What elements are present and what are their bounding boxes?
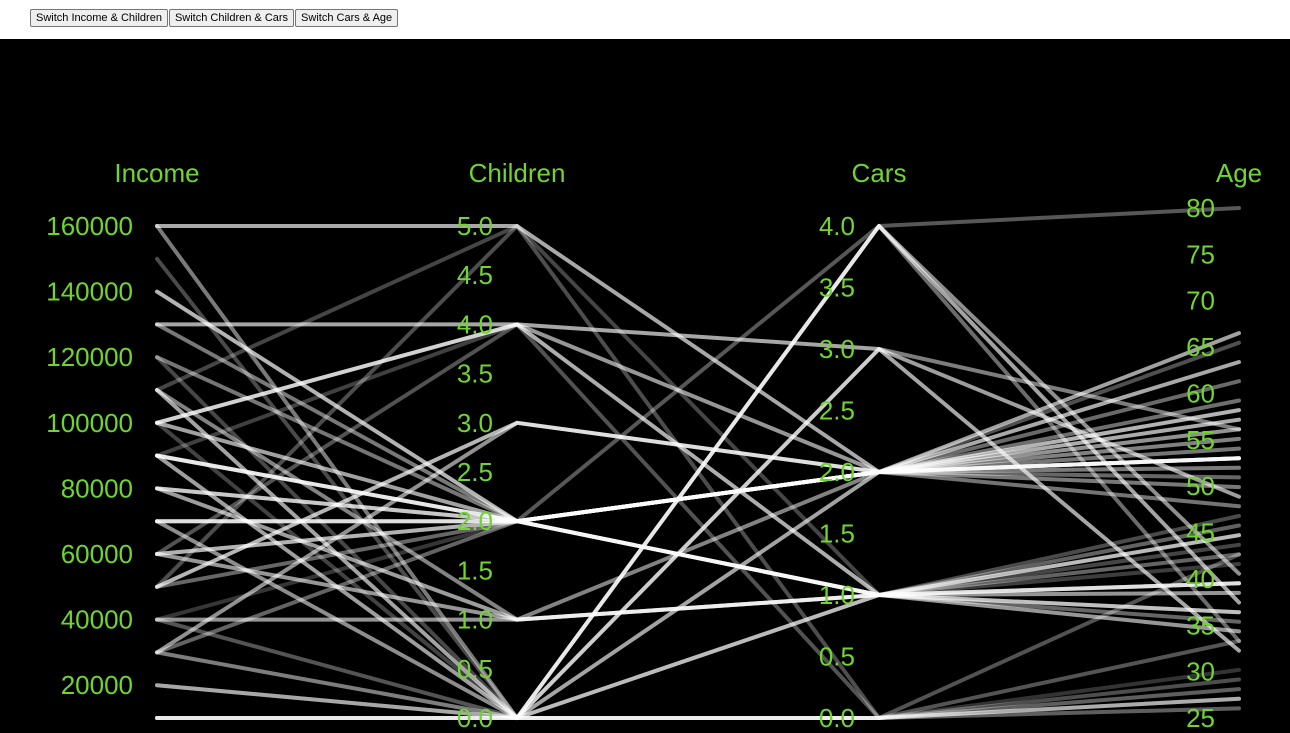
record-line <box>155 224 1241 474</box>
record-line <box>155 224 1241 720</box>
switch-income-children-button[interactable]: Switch Income & Children <box>30 9 168 27</box>
tick-label-cars: 3.5 <box>819 273 855 303</box>
tick-label-income: 40000 <box>61 605 133 635</box>
tick-label-age: 35 <box>1186 610 1215 640</box>
tick-label-children: 4.5 <box>457 260 493 290</box>
tick-label-cars: 1.0 <box>819 580 855 610</box>
chart-svg: Income 20000 40000 60000 80000 100000 120000 14… <box>46 158 1262 733</box>
record-line <box>155 322 1241 653</box>
tick-label-children: 3.0 <box>457 408 493 438</box>
tick-label-age: 70 <box>1186 286 1215 316</box>
axis-swap-toolbar: Switch Income & Children Switch Children… <box>30 9 399 27</box>
record-line <box>155 519 1241 720</box>
record-line <box>155 224 1241 720</box>
record-line <box>155 523 1241 720</box>
record-line <box>155 256 1241 720</box>
record-lines <box>155 206 1241 720</box>
axes: Income 20000 40000 60000 80000 100000 120000 14… <box>46 158 1262 733</box>
tick-label-age: 50 <box>1186 471 1215 501</box>
record-line <box>155 420 1241 720</box>
record-line <box>155 453 1241 597</box>
switch-cars-age-button[interactable]: Switch Cars & Age <box>295 9 399 27</box>
tick-label-children: 1.5 <box>457 555 493 585</box>
record-line <box>155 347 1241 720</box>
tick-label-income: 20000 <box>61 670 133 700</box>
tick-label-children: 4.0 <box>457 309 493 339</box>
record-line <box>155 347 1241 720</box>
tick-label-age: 30 <box>1186 657 1215 687</box>
record-line <box>155 340 1241 720</box>
tick-label-children: 3.5 <box>457 359 493 389</box>
axis-title-income: Income <box>114 158 199 188</box>
record-line <box>155 224 1241 597</box>
parallel-coordinates-chart: Income 20000 40000 60000 80000 100000 120000 14… <box>0 39 1290 733</box>
tick-label-children: 1.0 <box>457 605 493 635</box>
record-line <box>155 224 1241 720</box>
record-line <box>155 667 1241 720</box>
tick-label-age: 60 <box>1186 378 1215 408</box>
tick-label-cars: 3.0 <box>819 334 855 364</box>
tick-label-age: 80 <box>1186 193 1215 223</box>
tick-label-children: 2.5 <box>457 457 493 487</box>
tick-label-cars: 4.0 <box>819 211 855 241</box>
tick-label-income: 100000 <box>46 408 133 438</box>
tick-label-income: 160000 <box>46 211 133 241</box>
record-line <box>155 322 1241 615</box>
tick-label-cars: 0.5 <box>819 642 855 672</box>
tick-label-age: 65 <box>1186 332 1215 362</box>
tick-label-age: 75 <box>1186 239 1215 269</box>
record-line <box>155 206 1241 556</box>
record-line <box>155 322 1241 720</box>
tick-label-children: 2.0 <box>457 506 493 536</box>
record-line <box>155 355 1241 720</box>
switch-children-cars-button[interactable]: Switch Children & Cars <box>168 9 295 27</box>
tick-label-children: 5.0 <box>457 211 493 241</box>
tick-label-income: 120000 <box>46 342 133 372</box>
axis-title-children: Children <box>469 158 566 188</box>
axis-title-age: Age <box>1216 158 1262 188</box>
axis-title-cars: Cars <box>852 158 907 188</box>
record-line <box>155 420 1241 589</box>
record-line <box>155 289 1241 524</box>
tick-label-age: 40 <box>1186 564 1215 594</box>
tick-label-income: 60000 <box>61 539 133 569</box>
tick-label-income: 140000 <box>46 277 133 307</box>
tick-label-age: 55 <box>1186 425 1215 455</box>
tick-label-cars: 2.0 <box>819 457 855 487</box>
tick-label-children: 0.0 <box>457 703 493 733</box>
tick-label-cars: 1.5 <box>819 519 855 549</box>
record-line <box>155 617 1241 720</box>
tick-label-children: 0.5 <box>457 654 493 684</box>
tick-label-age: 25 <box>1186 703 1215 733</box>
tick-label-cars: 2.5 <box>819 396 855 426</box>
tick-label-income: 80000 <box>61 473 133 503</box>
tick-label-age: 45 <box>1186 518 1215 548</box>
tick-label-cars: 0.0 <box>819 703 855 733</box>
